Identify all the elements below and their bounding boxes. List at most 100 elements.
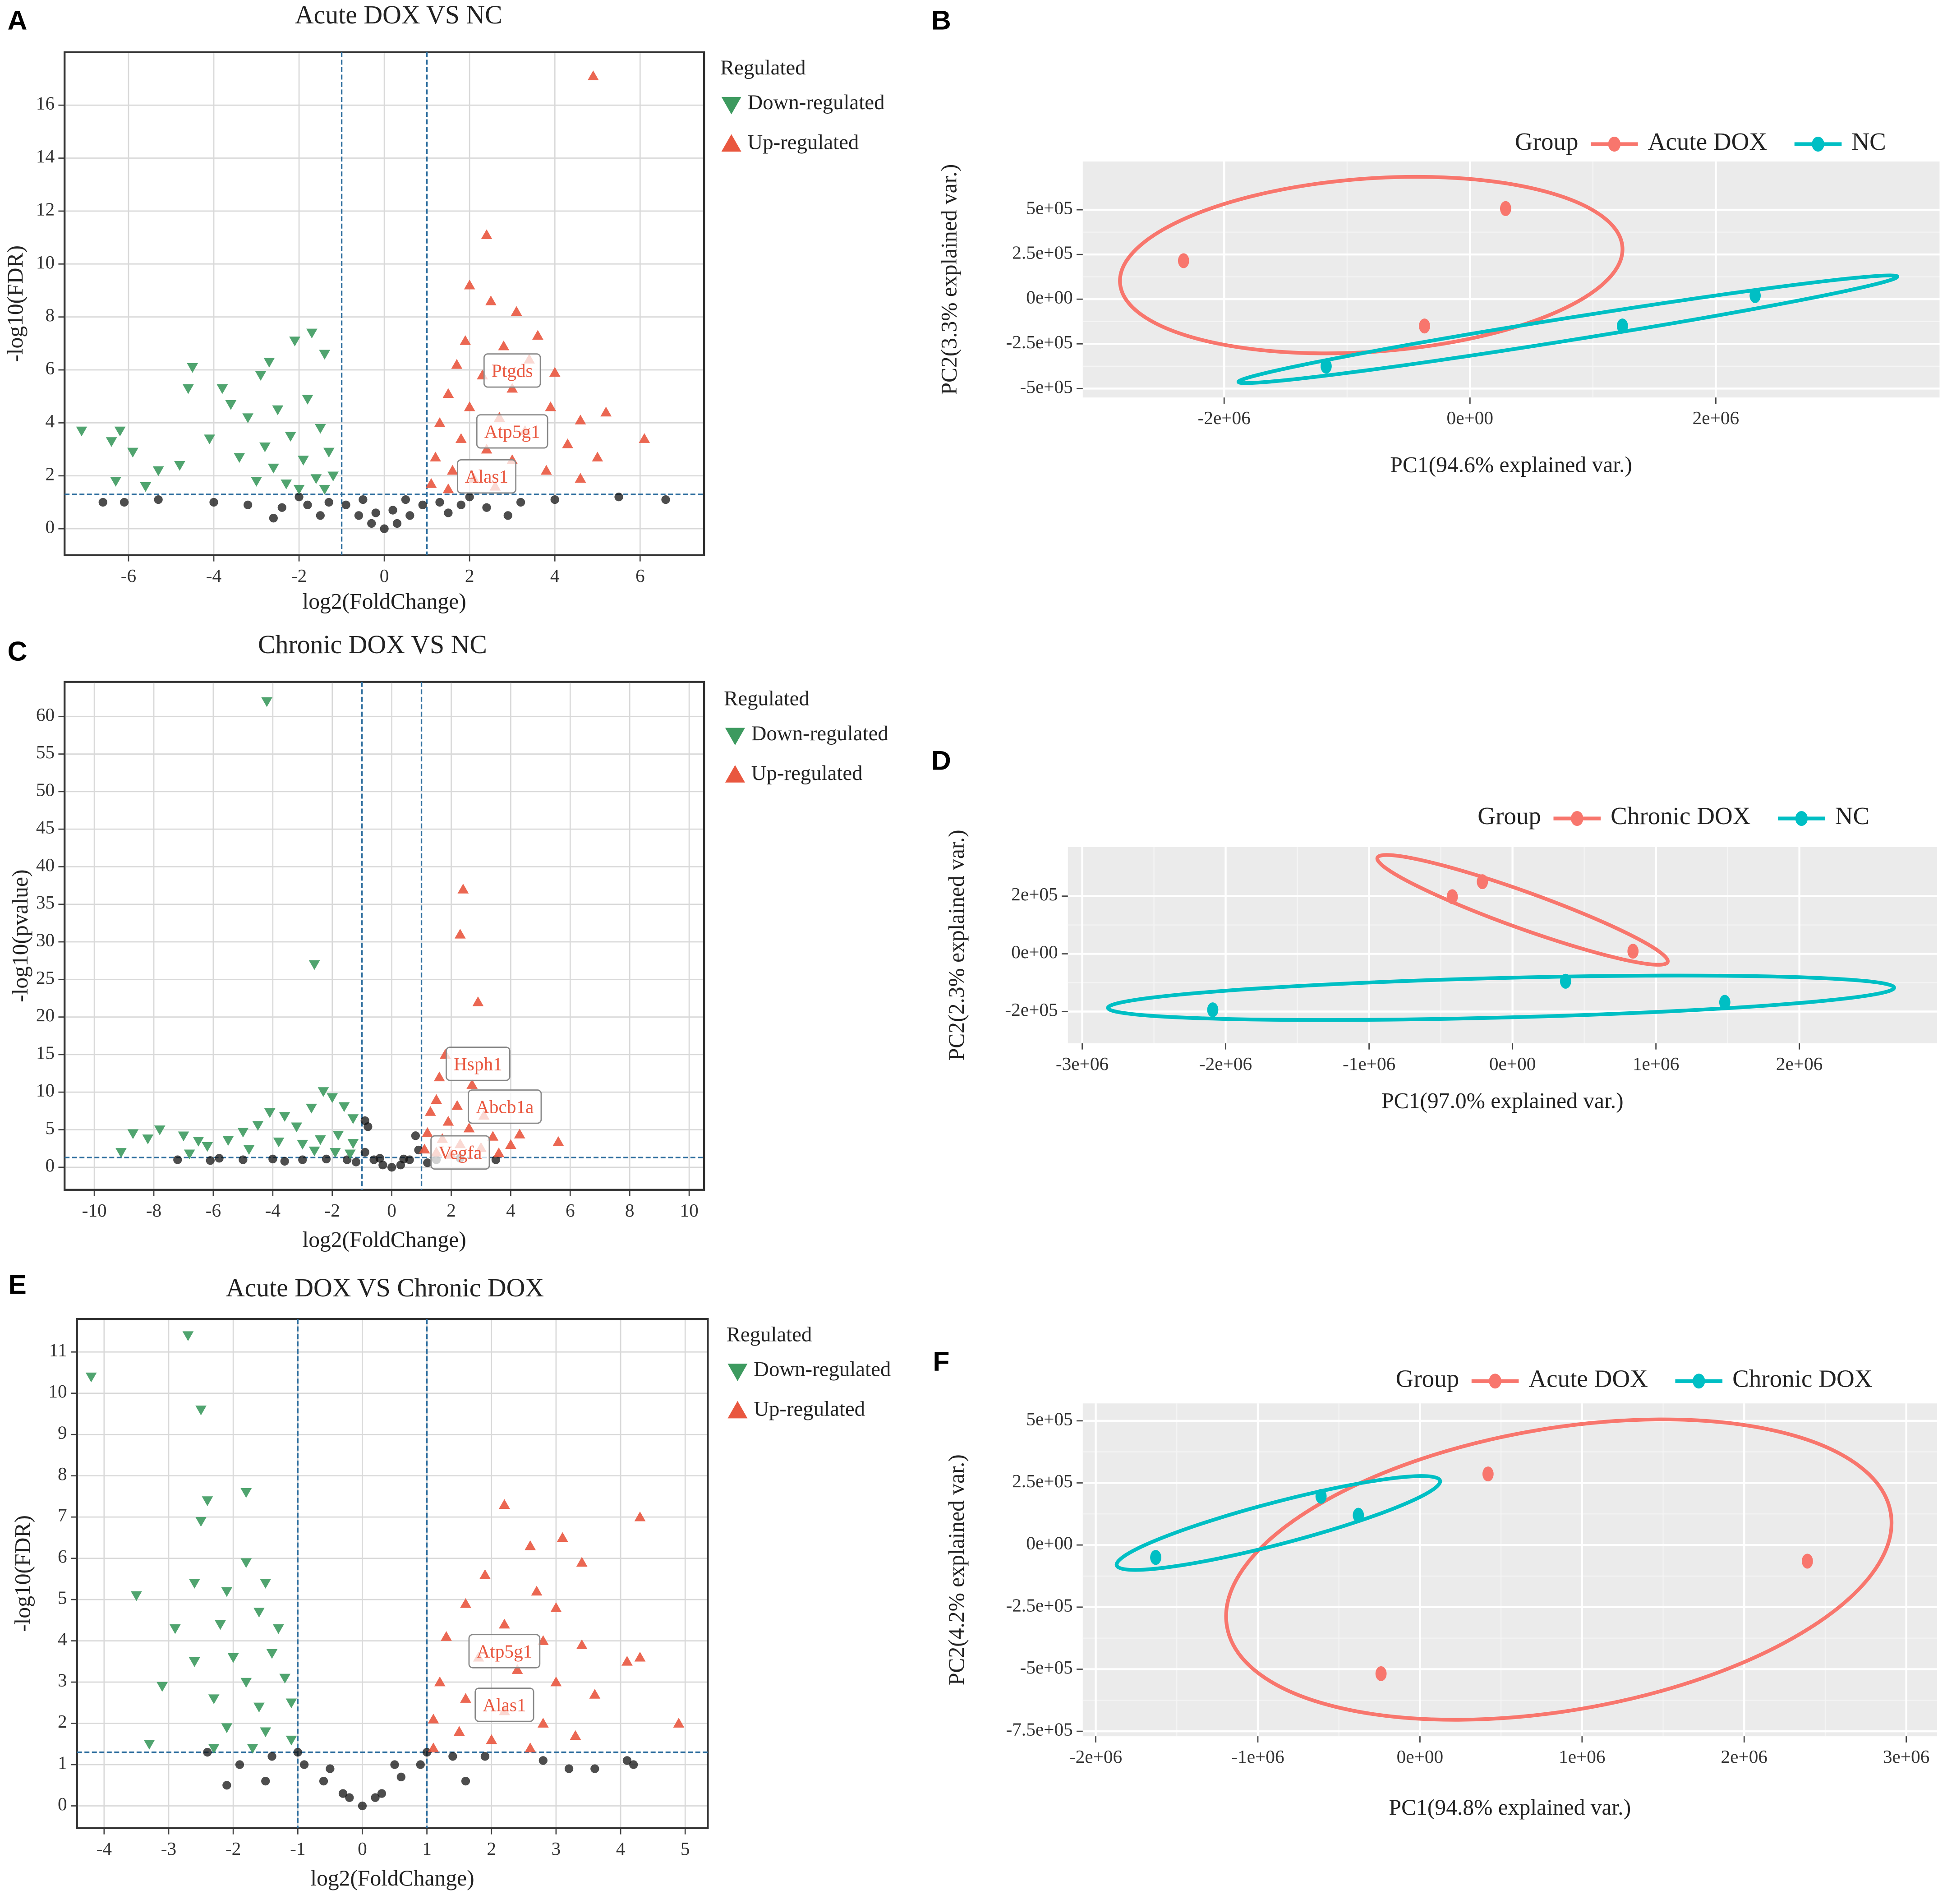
y-tick-label: -2e+05 [1005,999,1058,1020]
point [1500,201,1511,216]
chart-title: Acute DOX VS Chronic DOX [226,1273,544,1302]
annotation-box [430,1135,490,1170]
y-tick-label: 16 [36,93,55,114]
y-tick-label: 0 [45,516,55,537]
marks [77,1319,708,1828]
point [387,1163,396,1172]
point [1321,359,1332,374]
point [550,1676,562,1687]
point [332,1130,344,1141]
y-tick-label: 2 [58,1711,67,1732]
point [308,1146,320,1157]
point [576,1557,588,1567]
y-tick-label: 10 [48,1381,67,1401]
point [634,1651,646,1662]
point [252,1121,264,1131]
point [195,1517,207,1527]
point [345,1793,354,1802]
point [131,1591,142,1601]
point [1560,973,1571,989]
x-axis-label: PC1(94.6% explained var.) [1390,452,1632,477]
point [575,473,586,483]
x-axis-label: log2(FoldChange) [302,589,466,614]
point [263,358,275,368]
annotation-box [474,1687,534,1722]
point [472,996,484,1006]
point [202,1496,213,1506]
y-tick-label: 10 [36,252,55,272]
point [629,1760,638,1769]
point [424,1106,436,1116]
point [532,330,543,340]
legend-marker [725,765,745,783]
point [411,1131,420,1140]
y-tick-label: 8 [58,1463,67,1484]
point [444,508,453,517]
plot-border [76,1318,709,1829]
point [428,1713,439,1724]
point [446,465,458,475]
x-axis-label: log2(FoldChange) [302,1227,466,1252]
point [425,478,437,488]
legend-label: Down-regulated [747,91,884,114]
x-tick-label: -4 [206,565,221,586]
x-tick-label: 2e+06 [1693,407,1740,428]
point [327,471,339,482]
point [525,1743,536,1752]
x-tick-label: 0e+00 [1489,1053,1536,1074]
legend-marker [725,728,745,746]
marks [64,52,704,555]
point [140,482,152,492]
point [380,524,389,533]
point [481,229,493,240]
point [267,463,279,474]
legend-label: Down-regulated [754,1357,891,1381]
point [1353,1508,1364,1523]
point [154,1125,166,1135]
point [592,452,603,462]
point [299,1760,309,1769]
point [431,1094,442,1104]
x-tick-label: -2e+06 [1069,1746,1122,1767]
point [297,1139,308,1150]
x-tick-label: 4 [506,1200,516,1221]
point [206,1156,215,1165]
point [268,1154,277,1164]
x-tick-label: 3 [552,1838,561,1859]
panel-letter: D [931,745,951,776]
point [423,1158,432,1167]
point [221,1587,233,1597]
point [418,500,427,509]
point [329,1148,341,1158]
point [371,1793,380,1802]
point [76,426,87,437]
point [240,1558,252,1568]
point [251,477,262,487]
x-axis-label: PC1(94.8% explained var.) [1389,1795,1631,1820]
point [285,1735,297,1746]
point [203,1747,212,1757]
point [310,474,322,484]
point [326,1764,335,1773]
confidence-ellipse [1236,273,1900,385]
point [1482,1466,1494,1482]
point [396,1772,405,1782]
point [419,1143,430,1154]
y-tick-label: 55 [36,742,55,762]
point [314,424,326,434]
point [221,1723,233,1733]
point [451,1100,463,1110]
point [549,367,561,377]
point [388,506,397,515]
y-tick-label: 50 [36,779,55,800]
point [1477,874,1488,890]
point [253,1702,265,1713]
point [341,500,350,509]
point [354,511,364,520]
y-tick-label: 0 [58,1793,67,1814]
point [291,1122,302,1133]
x-tick-label: -4 [97,1838,112,1859]
point [178,1131,189,1142]
annotation: Atp5g1 [484,421,540,442]
